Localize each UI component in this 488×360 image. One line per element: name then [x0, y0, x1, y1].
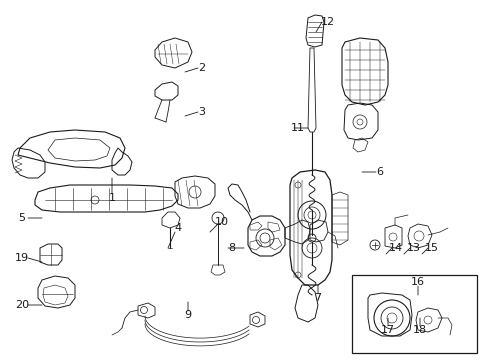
- Text: 14: 14: [388, 243, 402, 253]
- Text: 17: 17: [380, 325, 394, 335]
- Text: 15: 15: [424, 243, 438, 253]
- Text: 13: 13: [406, 243, 420, 253]
- Text: 10: 10: [215, 217, 228, 227]
- Bar: [351, 275, 476, 353]
- Text: 12: 12: [320, 17, 334, 27]
- Text: 7: 7: [314, 293, 321, 303]
- Text: 6: 6: [376, 167, 383, 177]
- Text: 9: 9: [184, 310, 191, 320]
- Text: 11: 11: [290, 123, 305, 133]
- Text: 2: 2: [198, 63, 205, 73]
- Text: 3: 3: [198, 107, 205, 117]
- Text: 4: 4: [174, 223, 181, 233]
- Text: 8: 8: [228, 243, 235, 253]
- Text: 19: 19: [15, 253, 29, 263]
- Text: 5: 5: [19, 213, 25, 223]
- Text: 20: 20: [15, 300, 29, 310]
- Text: 16: 16: [410, 277, 424, 287]
- Text: 1: 1: [108, 193, 115, 203]
- Text: 18: 18: [412, 325, 426, 335]
